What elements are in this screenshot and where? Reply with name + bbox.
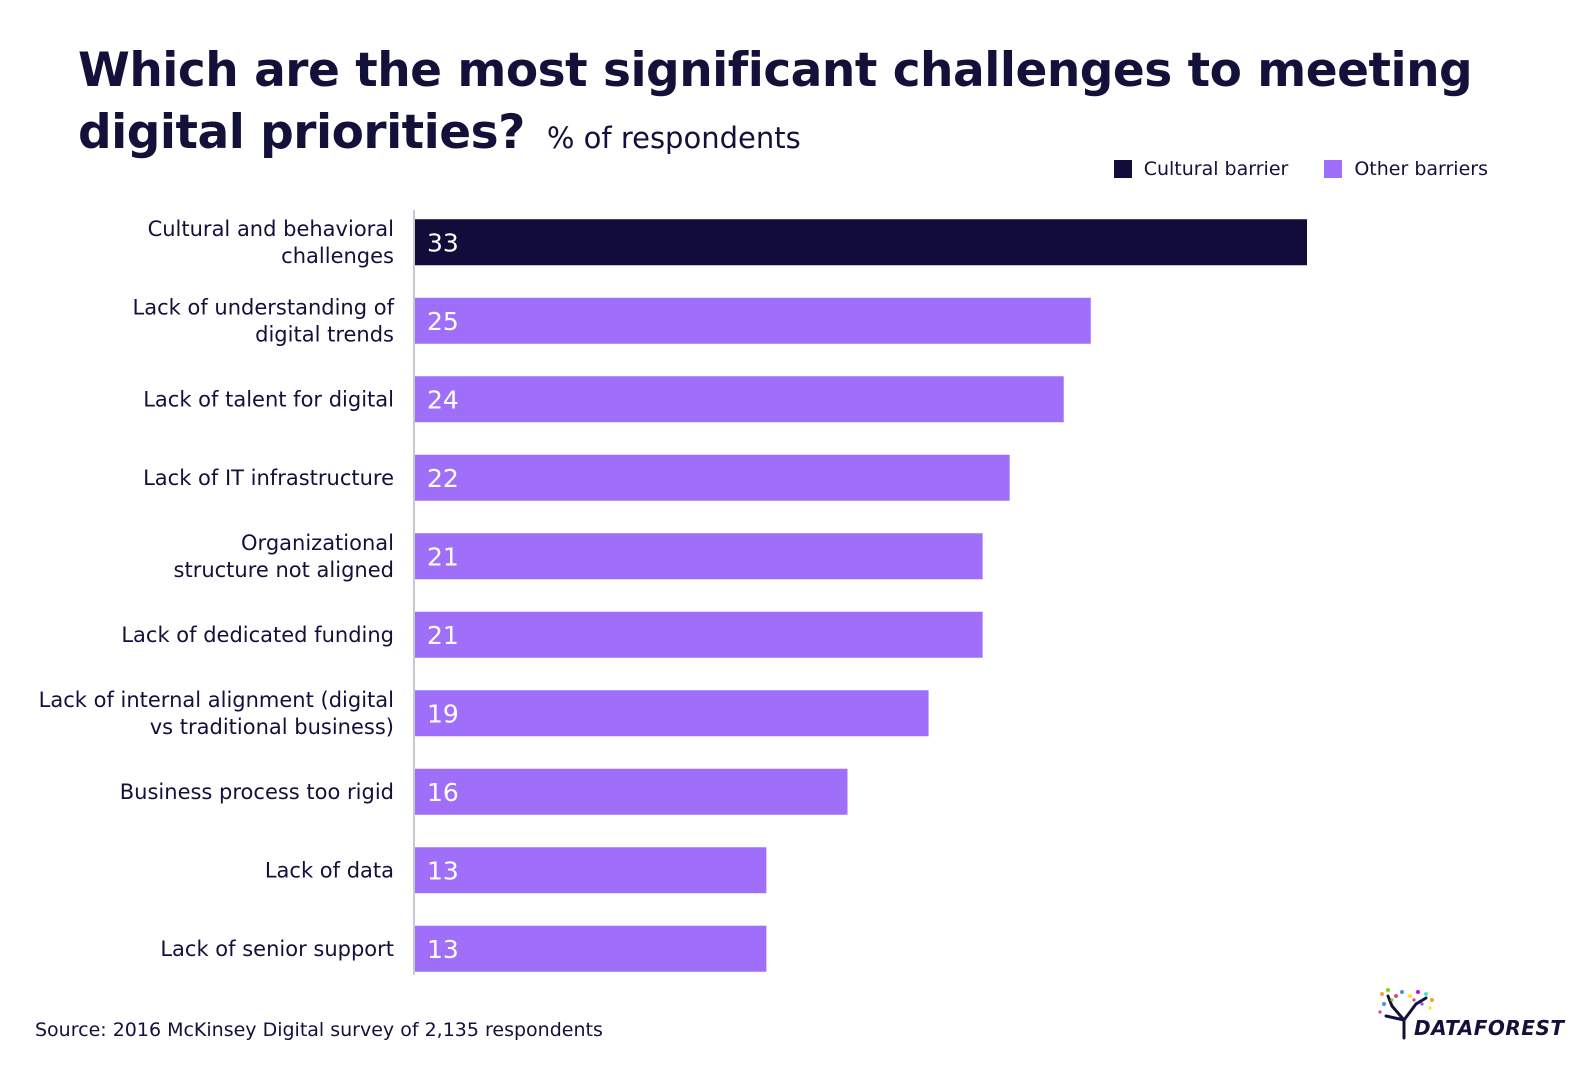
bar (415, 768, 848, 815)
category-label: Lack of data (265, 858, 394, 882)
bar-value-label: 13 (427, 935, 459, 964)
category-label-line: Cultural and behavioral (148, 217, 394, 241)
bar (415, 454, 1010, 501)
tree-icon (1378, 988, 1434, 1040)
bar-value-label: 13 (427, 856, 459, 885)
legend-item-other: Other barriers (1324, 158, 1488, 180)
chart-subtitle: % of respondents (546, 121, 801, 155)
bar (415, 376, 1064, 423)
bar (415, 690, 929, 737)
chart-title: Which are the most significant challenge… (78, 40, 1478, 169)
category-label-line: structure not aligned (174, 558, 394, 582)
legend-swatch-cultural (1113, 160, 1132, 178)
chart-legend: Cultural barrier Other barriers (1078, 158, 1488, 180)
bar-value-label: 22 (427, 464, 459, 493)
bar (415, 219, 1307, 266)
category-label: Lack of internal alignment (digital vs tr… (39, 688, 394, 739)
dataforest-logo: DATAFOREST (1376, 986, 1564, 1046)
bar (415, 611, 983, 658)
category-label-line: Lack of dedicated funding (121, 623, 394, 647)
chart-title-text: Which are the most significant challenge… (78, 43, 1473, 160)
category-label-line: Lack of senior support (160, 937, 394, 961)
category-label-line: Lack of understanding of (133, 295, 395, 319)
category-label-line: vs traditional business) (150, 715, 394, 739)
category-label: Lack of understanding of digital trends (133, 295, 395, 346)
source-note: Source: 2016 McKinsey Digital survey of … (35, 1019, 603, 1041)
category-label: Lack of dedicated funding (121, 623, 394, 647)
category-label: Lack of IT infrastructure (143, 466, 394, 490)
category-label-line: Organizational (241, 531, 394, 555)
bar (415, 297, 1091, 344)
category-label-line: Lack of talent for digital (143, 387, 394, 411)
bar-value-label: 21 (427, 621, 459, 650)
legend-item-cultural: Cultural barrier (1113, 158, 1289, 180)
bar-chart: 33 Cultural and behavioral challenges 25 Lac… (39, 210, 1307, 975)
legend-label-cultural: Cultural barrier (1143, 158, 1289, 180)
category-label-line: Lack of data (265, 858, 394, 882)
category-label: Organizational structure not aligned (174, 531, 394, 582)
bar-value-label: 16 (427, 778, 459, 807)
category-label-line: Business process too rigid (120, 780, 394, 804)
bar (415, 847, 767, 894)
category-label: Cultural and behavioral challenges (148, 217, 394, 268)
category-label-line: digital trends (255, 322, 394, 346)
category-label: Lack of senior support (160, 937, 394, 961)
category-label: Lack of talent for digital (143, 387, 394, 411)
bar-value-label: 24 (427, 385, 459, 414)
bar (415, 533, 983, 580)
bar-value-label: 25 (427, 307, 459, 336)
bar (415, 925, 767, 972)
bar-value-label: 33 (427, 228, 459, 257)
bar-value-label: 19 (427, 699, 459, 728)
category-label-line: Lack of internal alignment (digital (39, 688, 394, 712)
bar-value-label: 21 (427, 542, 459, 571)
legend-swatch-other (1324, 160, 1343, 178)
category-label: Business process too rigid (120, 780, 394, 804)
category-label-line: challenges (281, 244, 394, 268)
logo-text: DATAFOREST (1414, 1016, 1565, 1040)
category-label-line: Lack of IT infrastructure (143, 466, 394, 490)
legend-label-other: Other barriers (1354, 158, 1488, 180)
